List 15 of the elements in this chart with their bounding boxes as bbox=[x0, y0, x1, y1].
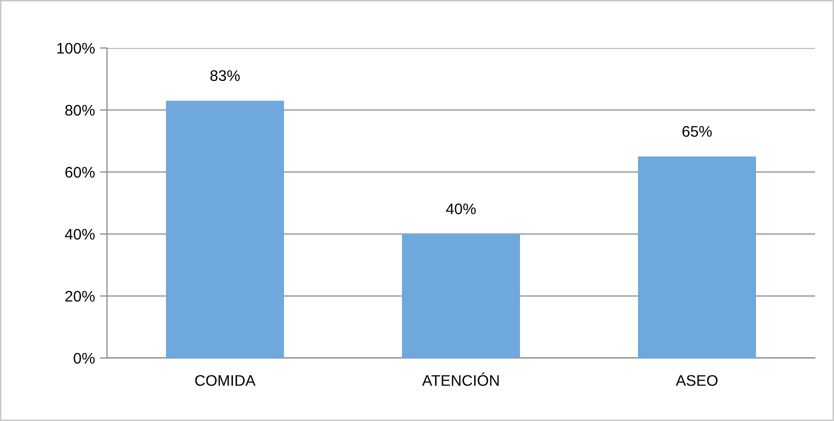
y-tick-label: 80% bbox=[65, 104, 95, 116]
x-tick-label: ATENCIÓN bbox=[422, 372, 499, 386]
data-label: 65% bbox=[682, 126, 712, 137]
y-tick-label: 0% bbox=[74, 352, 95, 364]
data-label: 40% bbox=[446, 203, 476, 214]
bar bbox=[402, 234, 520, 358]
bar bbox=[166, 100, 284, 358]
y-tick-label: 100% bbox=[57, 42, 95, 54]
y-tick-label: 20% bbox=[65, 290, 95, 302]
y-tick-label: 40% bbox=[64, 228, 95, 240]
y-tick-label: 60% bbox=[65, 166, 95, 178]
x-tick-label: ASEO bbox=[676, 375, 718, 386]
data-label: 83% bbox=[210, 70, 240, 82]
x-tick-label: COMIDA bbox=[195, 375, 256, 386]
bar bbox=[638, 156, 756, 358]
